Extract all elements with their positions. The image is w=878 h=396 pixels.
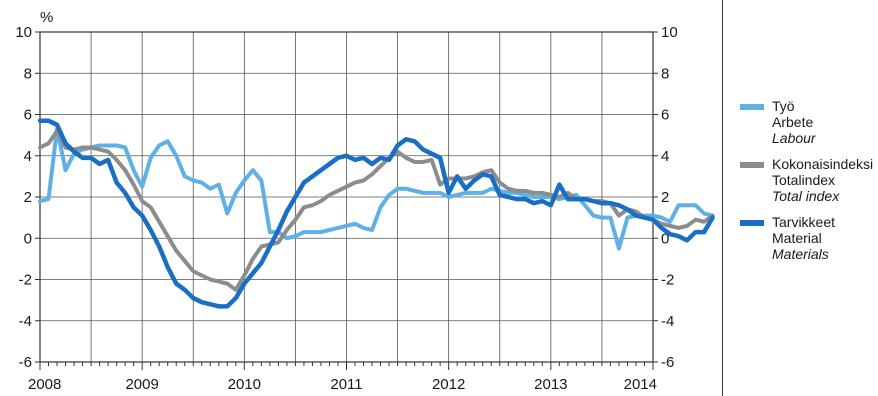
x-tick-label: 2010 <box>228 376 261 393</box>
y-tick-label-right: -2 <box>661 272 674 289</box>
y-unit-label: % <box>40 9 53 26</box>
tick-labels: -6 -6 -4 -4 -2 -2 0 0 2 2 4 4 6 6 8 8 10 10 2008 2009 2010 20… <box>15 24 677 393</box>
y-tick-label-left: 10 <box>15 24 32 41</box>
x-tick-label: 2012 <box>432 376 465 393</box>
legend-label-total-en: Total index <box>772 188 840 204</box>
y-tick-label-left: -6 <box>19 354 32 371</box>
legend-label-materials-fi: Tarvikkeet <box>772 214 836 230</box>
legend-label-labour-en: Labour <box>772 130 816 146</box>
axes <box>35 31 658 370</box>
y-tick-label-left: 0 <box>24 230 32 247</box>
legend-label-labour-sv: Arbete <box>772 114 814 130</box>
legend: Työ Arbete Labour Kokonaisindeksi Totali… <box>740 98 876 272</box>
x-tick-label: 2013 <box>534 376 567 393</box>
y-tick-label-left: -2 <box>19 272 32 289</box>
legend-swatch-materials <box>740 220 764 226</box>
series-line-materials <box>37 118 715 309</box>
y-tick-label-right: 0 <box>661 230 669 247</box>
y-tick-label-left: 8 <box>24 65 32 82</box>
legend-divider <box>722 0 723 396</box>
plot-frame <box>39 31 654 363</box>
y-tick-label-right: -6 <box>661 354 674 371</box>
legend-item-total: Kokonaisindeksi Totalindex Total index <box>740 156 876 204</box>
series-lines <box>37 118 715 309</box>
series-line-labour <box>38 126 715 251</box>
y-tick-label-right: 6 <box>661 107 669 124</box>
y-tick-label-left: 4 <box>24 148 32 165</box>
y-tick-label-right: 2 <box>661 189 669 206</box>
series-line-total <box>38 129 715 292</box>
x-tick-label: 2009 <box>125 376 158 393</box>
legend-item-labour: Työ Arbete Labour <box>740 98 876 146</box>
y-tick-label-left: 6 <box>24 107 32 124</box>
legend-swatch-total <box>740 162 764 168</box>
y-tick-label-right: -4 <box>661 313 674 330</box>
y-tick-label-left: 2 <box>24 189 32 206</box>
legend-label-total-sv: Totalindex <box>772 172 836 188</box>
legend-label-total-fi: Kokonaisindeksi <box>772 156 874 172</box>
legend-item-materials: Tarvikkeet Material Materials <box>740 214 876 262</box>
y-tick-label-right: 4 <box>661 148 669 165</box>
y-tick-label-right: 10 <box>661 24 678 41</box>
y-tick-label-left: -4 <box>19 313 32 330</box>
x-tick-label: 2014 <box>624 376 657 393</box>
legend-label-materials-sv: Material <box>772 230 822 246</box>
legend-label-labour-fi: Työ <box>772 98 795 114</box>
x-tick-label: 2011 <box>330 376 362 393</box>
x-tick-label: 2008 <box>28 376 61 393</box>
legend-label-materials-en: Materials <box>772 246 829 262</box>
y-tick-label-right: 8 <box>661 65 669 82</box>
legend-swatch-labour <box>740 104 764 110</box>
